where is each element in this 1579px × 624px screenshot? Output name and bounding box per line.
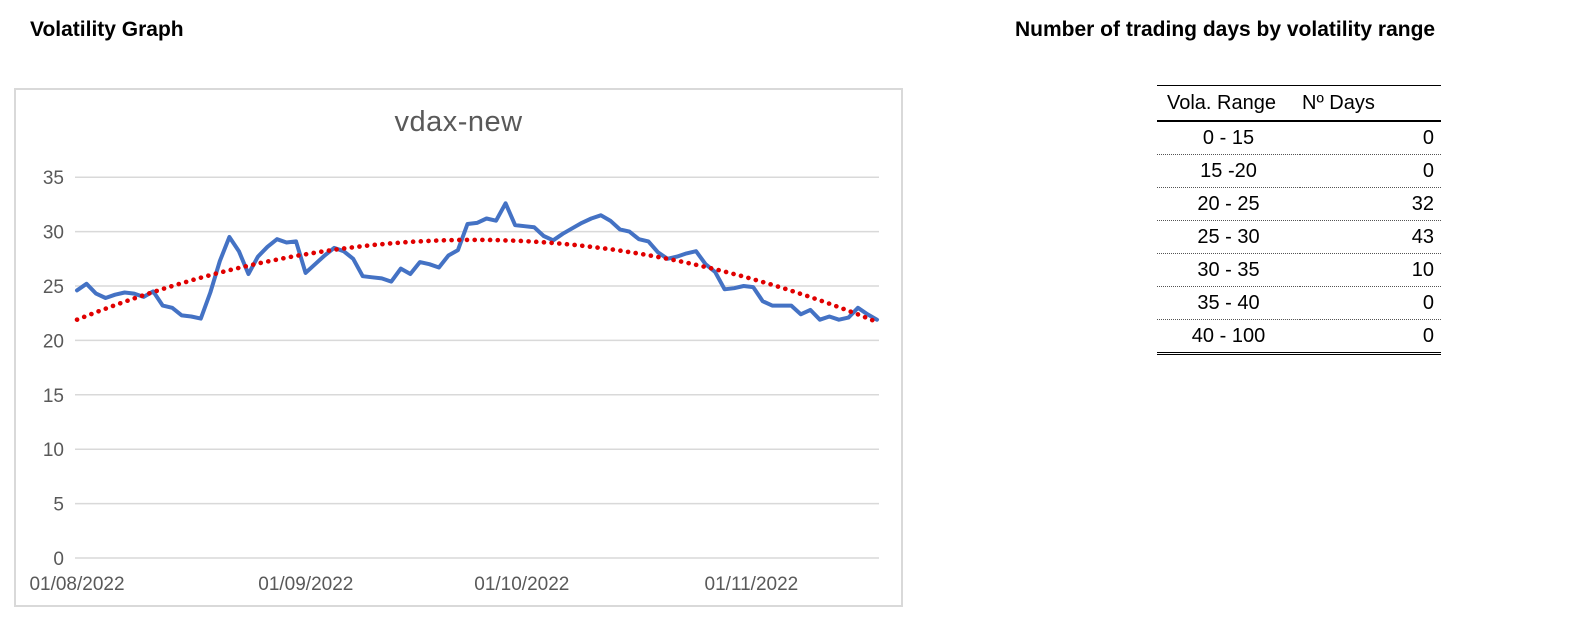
vola-range-cell[interactable]: 25 - 30: [1157, 220, 1300, 254]
num-days-cell[interactable]: 0: [1300, 154, 1441, 188]
volatility-chart-plot: 0 5 10 15 20 25 30 35 01/08/2022 01/09/2022 01/10/…: [29, 168, 880, 595]
x-tick-label: 01/08/2022: [29, 574, 124, 595]
vola-range-cell[interactable]: 15 -20: [1157, 154, 1300, 188]
trendline-dotted: [74, 237, 880, 325]
x-tick-label: 01/10/2022: [474, 574, 569, 595]
y-tick-label: 20: [43, 331, 64, 352]
table-row: 25 - 30 43: [1157, 220, 1441, 254]
num-days-cell[interactable]: 43: [1300, 220, 1441, 254]
y-tick-label: 25: [43, 277, 64, 298]
num-days-cell[interactable]: 10: [1300, 253, 1441, 287]
y-tick-label: 10: [43, 440, 64, 461]
num-days-cell[interactable]: 0: [1300, 286, 1441, 320]
num-days-cell[interactable]: 0: [1300, 319, 1441, 355]
table-header-row: Vola. Range Nº Days: [1157, 85, 1441, 122]
table-row: 0 - 15 0: [1157, 121, 1441, 155]
y-tick-label: 15: [43, 386, 64, 407]
num-days-cell[interactable]: 32: [1300, 187, 1441, 221]
volatility-chart[interactable]: 0 5 10 15 20 25 30 35 01/08/2022 01/09/2022 01/10/…: [14, 88, 903, 607]
vola-range-cell[interactable]: 30 - 35: [1157, 253, 1300, 287]
table-row: 30 - 35 10: [1157, 253, 1441, 287]
vola-range-cell[interactable]: 0 - 15: [1202, 127, 1255, 149]
table-row: 20 - 25 32: [1157, 187, 1441, 221]
table-row: 15 -20 0: [1157, 154, 1441, 188]
table-row: 35 - 40 0: [1157, 286, 1441, 320]
x-tick-label: 01/11/2022: [705, 574, 799, 595]
y-tick-label: 35: [43, 168, 64, 189]
vdax-series-line: [75, 201, 879, 322]
y-tick-label: 0: [53, 549, 64, 570]
trading-days-heading: Number of trading days by volatility ran…: [1015, 18, 1436, 41]
volatility-graph-heading: Volatility Graph: [30, 18, 184, 41]
y-tick-label: 30: [43, 223, 64, 244]
vola-range-cell[interactable]: 35 - 40: [1157, 286, 1300, 320]
vola-range-cell[interactable]: 40 - 100: [1157, 319, 1300, 355]
volatility-range-table: Vola. Range Nº Days 0 - 15 0 15 -20 0 20 - 2…: [1157, 85, 1441, 355]
header-num-days[interactable]: Nº Days: [1300, 85, 1441, 122]
vola-range-cell[interactable]: 20 - 25: [1157, 187, 1300, 221]
x-tick-label: 01/09/2022: [258, 574, 353, 595]
chart-title: vdax-new: [394, 106, 523, 138]
table-row: 40 - 100 0: [1157, 319, 1441, 355]
header-vola-range[interactable]: Vola. Range: [1157, 85, 1300, 122]
y-tick-label: 5: [53, 495, 64, 516]
num-days-cell[interactable]: 0: [1422, 127, 1434, 149]
